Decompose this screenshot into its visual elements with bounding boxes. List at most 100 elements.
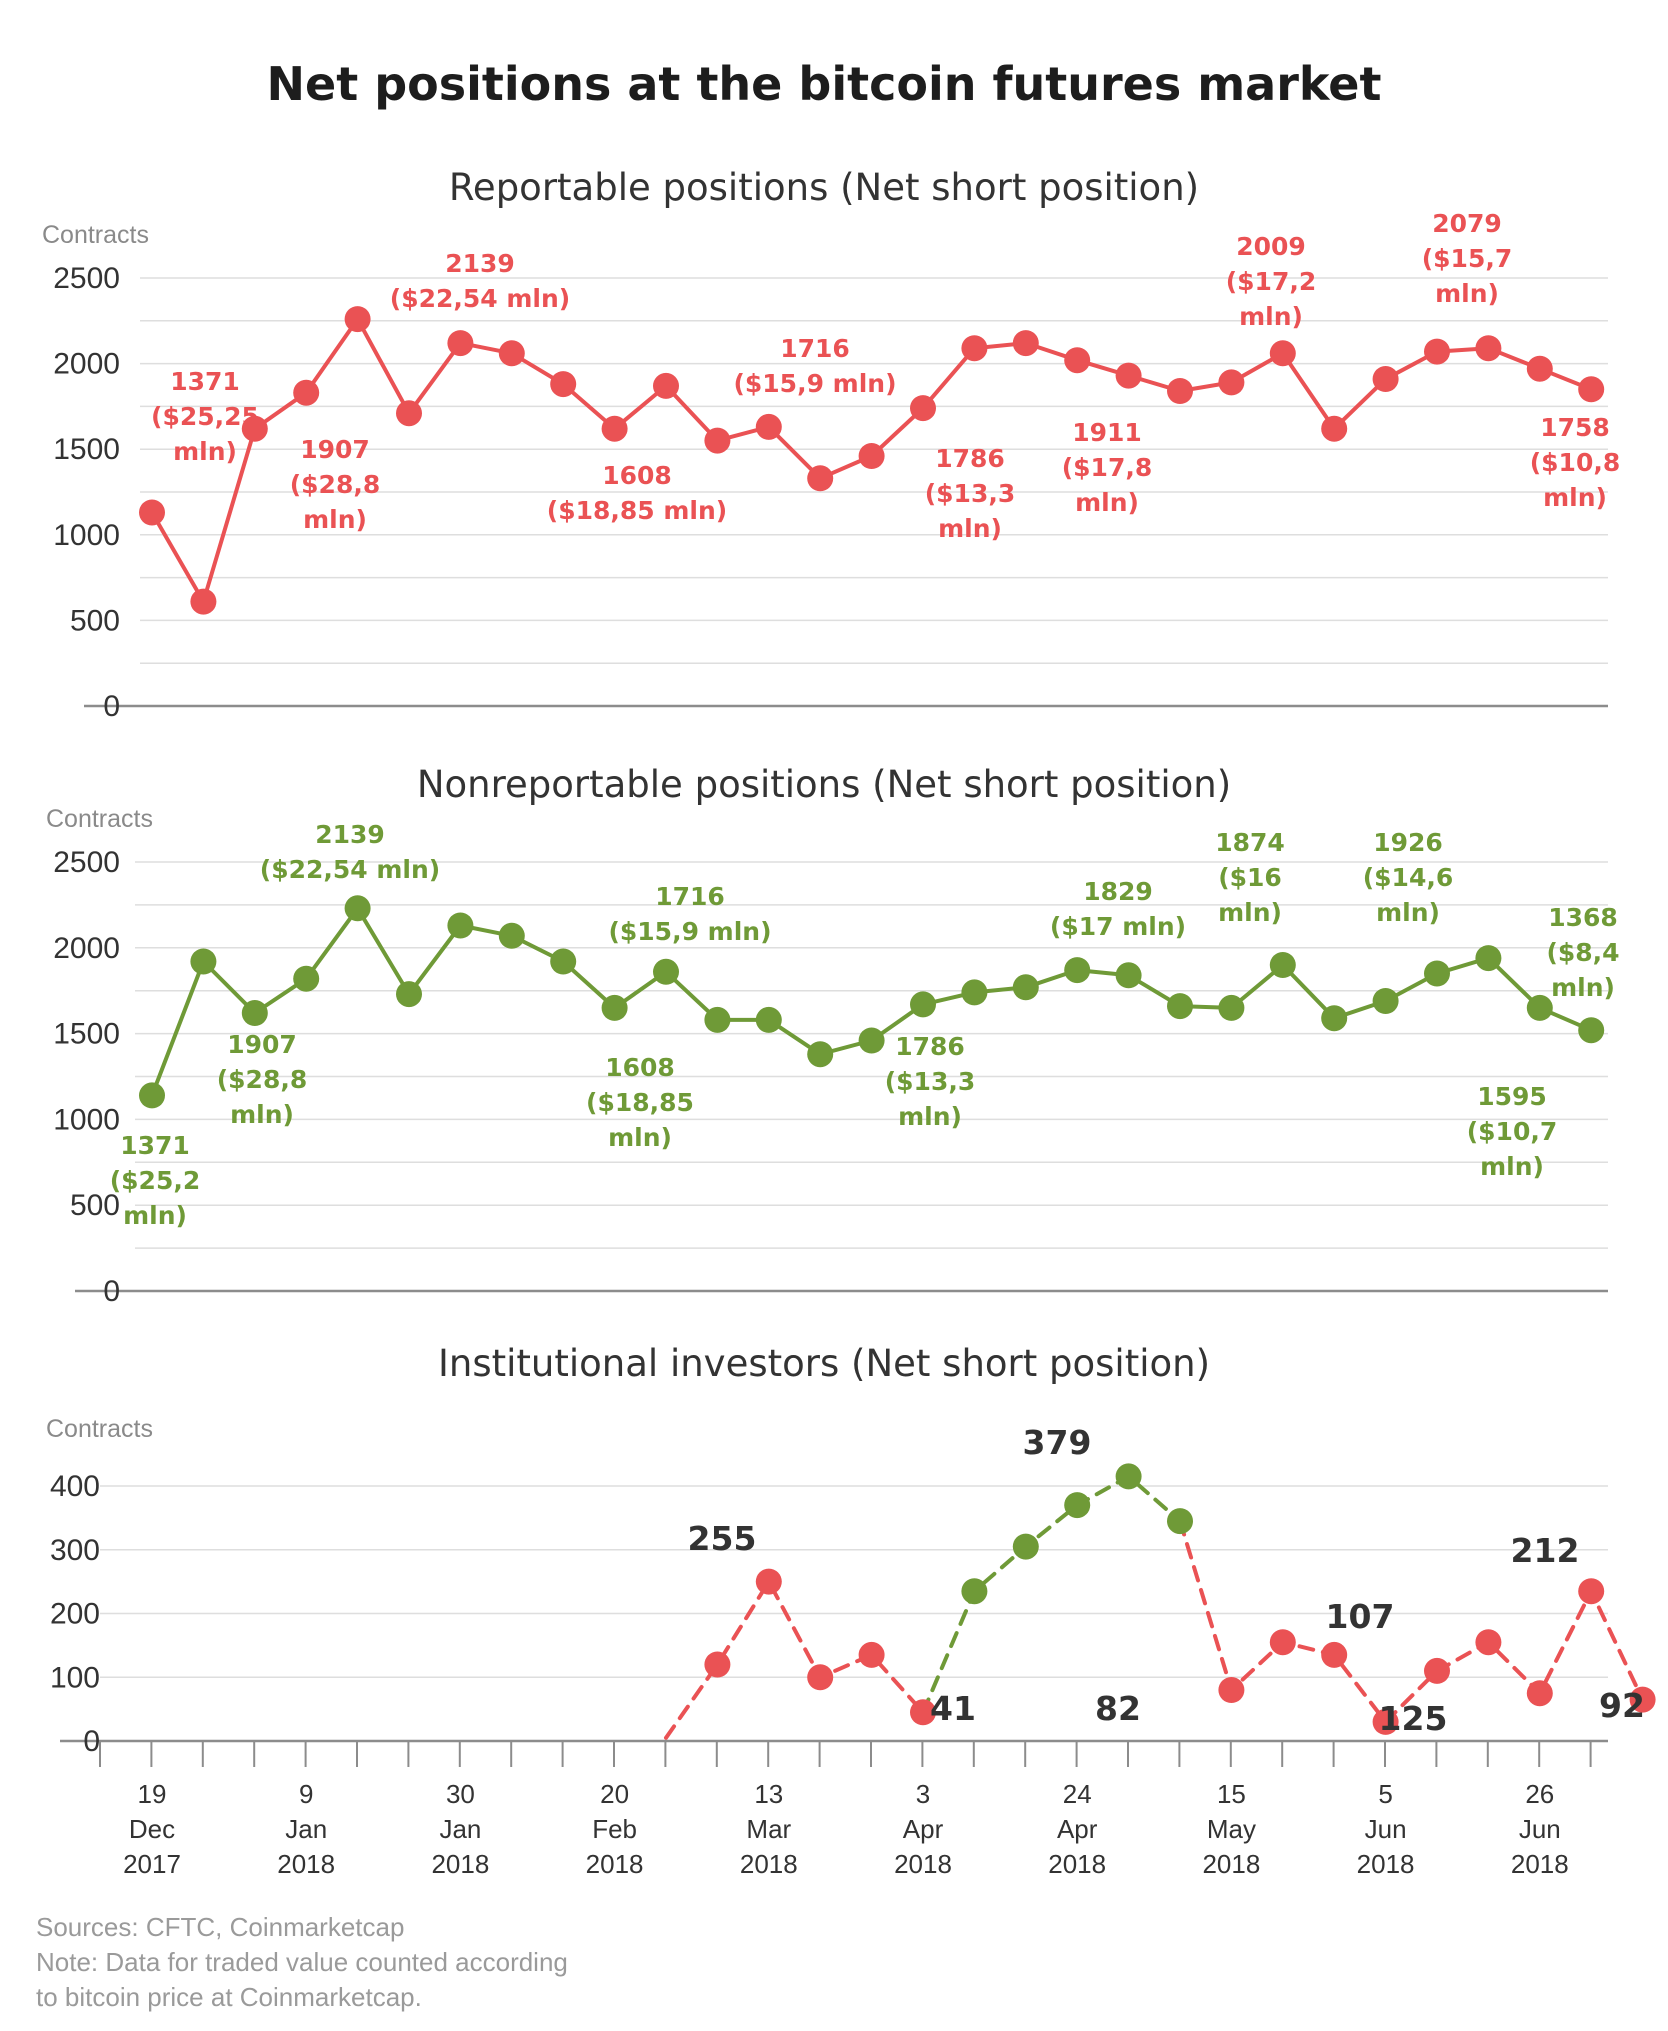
data-point [550,948,577,975]
x-tick-label: 9 [299,1779,313,1809]
data-point [139,499,165,526]
y-tick-label: 1000 [53,1103,120,1136]
data-point [1115,962,1142,989]
data-point [1218,1677,1245,1703]
y-tick-label: 1000 [53,519,120,552]
y-tick-label: 2500 [53,846,120,879]
data-label: 2139 [315,820,385,849]
data-point [344,895,371,922]
data-point [1269,1629,1296,1656]
data-point [704,1651,731,1678]
data-point [858,443,885,469]
data-point [550,371,577,398]
chart-title: Net positions at the bitcoin futures mar… [267,57,1382,111]
data-label: ($15,9 mln) [608,917,771,946]
y-tick-label: 1500 [53,1018,120,1051]
data-label: mln) [1239,302,1303,331]
y-tick-label: 0 [103,1275,120,1308]
panel-title: Reportable positions (Net short position… [449,166,1199,209]
data-label: 379 [1023,1423,1092,1462]
panel-title: Institutional investors (Net short posit… [438,1342,1210,1385]
data-point [1167,993,1193,1020]
x-tick-label: May [1207,1814,1256,1844]
panels: Reportable positions (Net short position… [42,166,1656,1758]
y-tick-label: 2000 [53,932,120,965]
y-axis-unit-label: Contracts [42,221,149,249]
series-line [664,1579,925,1740]
data-point [1321,1641,1348,1668]
data-label: ($25,25 [151,402,259,431]
data-point [653,958,679,985]
panel-2: Nonreportable positions (Net short posit… [46,763,1620,1308]
data-label: mln) [898,1102,962,1131]
data-label: 1907 [227,1030,297,1059]
panel-1: Reportable positions (Net short position… [42,166,1620,723]
x-tick-label: 3 [916,1779,930,1809]
data-label: ($17,8 [1062,453,1153,482]
data-point [1526,355,1553,382]
data-point [396,400,422,427]
data-label: 125 [1379,1699,1448,1738]
data-point [1578,1578,1605,1605]
data-label: 1829 [1083,877,1153,906]
data-point [1629,1686,1656,1713]
data-point [1012,974,1039,1001]
data-point [755,1006,782,1033]
data-label: 1371 [170,367,240,396]
data-label: 2009 [1236,232,1306,261]
x-tick-label: 15 [1217,1779,1246,1809]
data-label: ($18,85 mln) [547,496,727,525]
data-label: 1608 [605,1053,675,1082]
data-label: 2139 [445,249,515,278]
data-point [139,1082,165,1109]
data-point [293,379,320,406]
data-label: mln) [1075,488,1139,517]
data-point [293,965,320,992]
x-tick-label: 2017 [123,1849,181,1879]
x-tick-label: 2018 [894,1849,952,1879]
data-point [807,465,834,492]
data-point [601,415,628,442]
data-label: mln) [303,505,367,534]
y-tick-label: 400 [50,1470,100,1503]
data-point [241,1000,268,1026]
data-point [755,1568,782,1595]
data-point [241,415,268,442]
x-tick-label: Dec [129,1814,175,1844]
data-point [1424,1657,1450,1684]
data-point [858,1027,885,1054]
data-label: ($8,4 [1546,938,1619,967]
data-label: mln) [1480,1152,1544,1181]
data-label: ($17 mln) [1050,912,1186,941]
data-label: ($28,8 [290,470,381,499]
data-label: ($22,54 mln) [390,284,570,313]
x-tick-label: 2018 [586,1849,644,1879]
data-point [858,1641,885,1668]
data-point [1424,338,1450,365]
data-label: 92 [1599,1686,1645,1725]
data-point [1012,330,1039,357]
data-point [910,1699,936,1726]
data-label: mln) [1218,898,1282,927]
data-label: mln) [123,1201,187,1230]
y-tick-label: 100 [50,1661,100,1694]
data-point [1475,335,1502,362]
data-point [910,991,936,1018]
data-point [1167,1508,1193,1535]
data-label: mln) [608,1123,672,1152]
data-label: ($17,2 [1226,267,1317,296]
data-label: 1911 [1072,418,1142,447]
note-text-line-2: to bitcoin price at Coinmarketcap. [36,1982,422,2012]
x-tick-label: 2018 [431,1849,489,1879]
data-point [807,1664,834,1691]
data-point [447,912,474,939]
data-label: mln) [938,514,1002,543]
x-tick-label: 2018 [277,1849,335,1879]
x-tick-label: 24 [1063,1779,1092,1809]
data-point [1269,340,1296,367]
y-tick-label: 500 [70,1189,120,1222]
data-point [704,427,731,454]
data-label: mln) [230,1100,294,1129]
x-tick-label: 2018 [1048,1849,1106,1879]
